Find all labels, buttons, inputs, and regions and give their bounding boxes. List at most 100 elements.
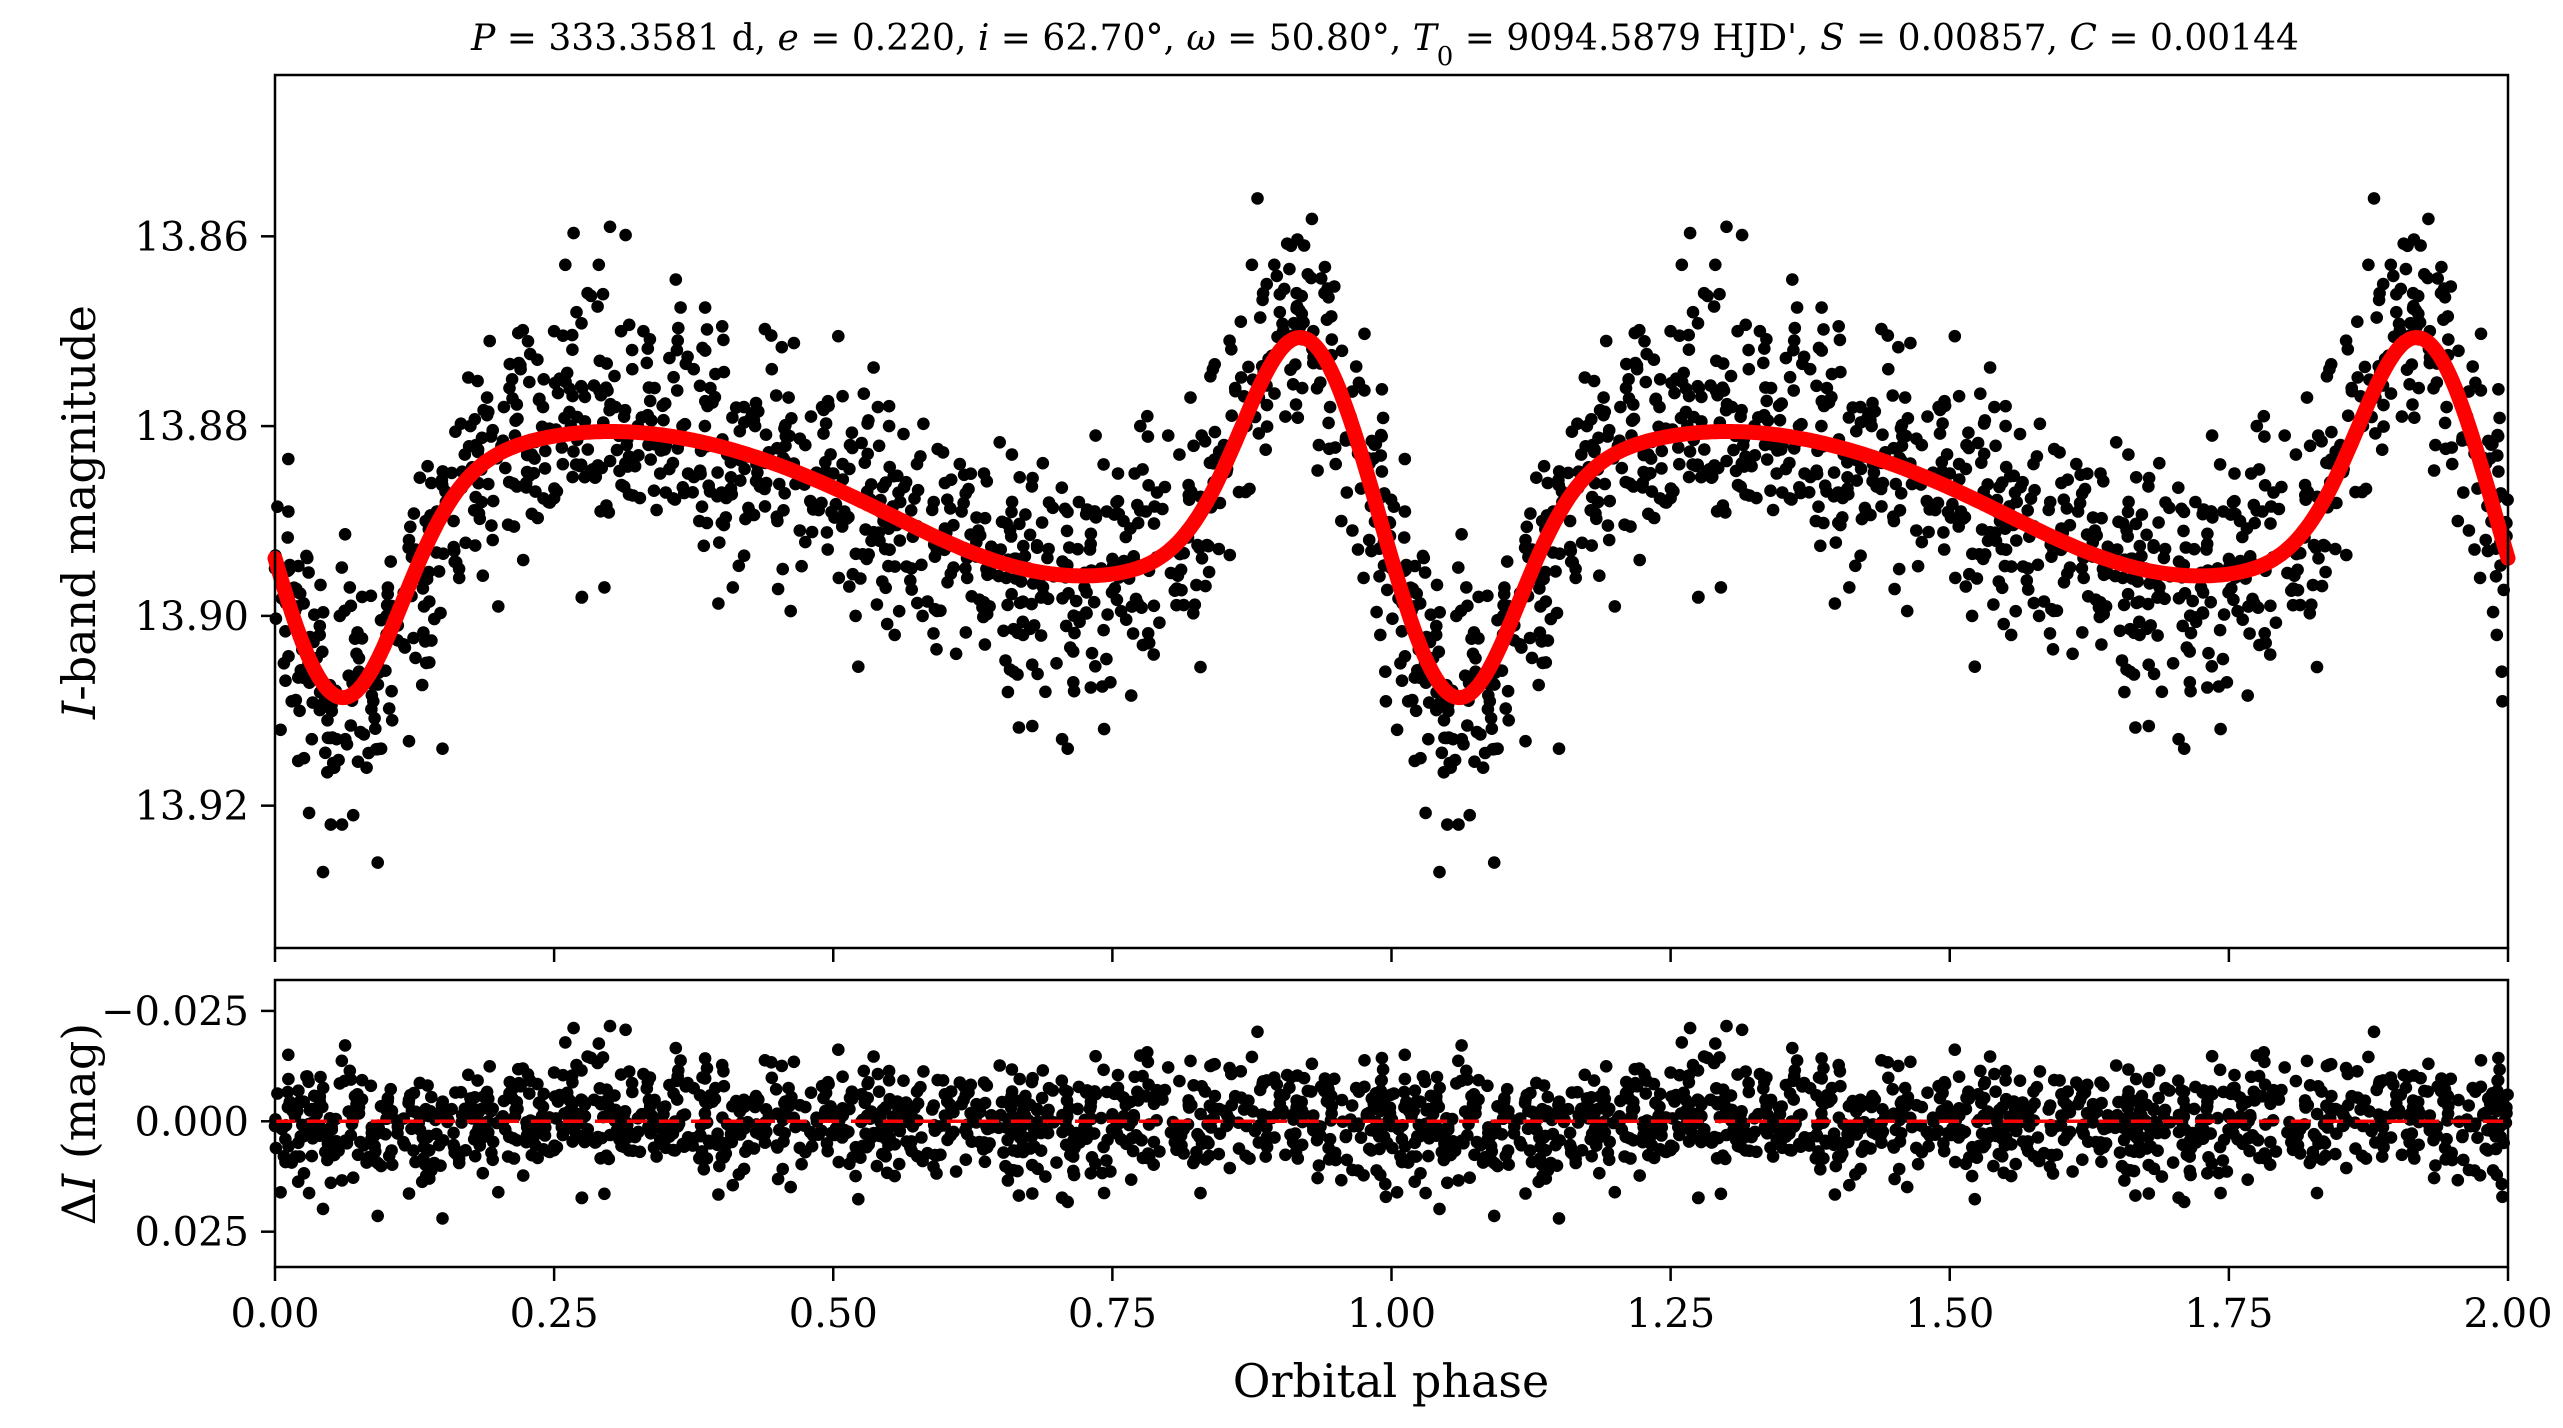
residual-point (1100, 1154, 1113, 1167)
residual-point (2496, 1190, 2509, 1204)
data-point (759, 428, 773, 442)
data-point (282, 505, 295, 518)
data-point (1692, 381, 1706, 395)
data-point (980, 475, 994, 488)
residual-point (2452, 1093, 2465, 1107)
residual-point (1593, 1166, 1606, 1180)
residual-point (2370, 1083, 2383, 1097)
residual-point (1066, 1150, 1080, 1163)
data-point (1148, 500, 1161, 513)
residual-point (618, 1105, 632, 1118)
data-point (2004, 628, 2018, 642)
data-point (2411, 289, 2425, 303)
data-point (601, 384, 614, 397)
data-point (1566, 555, 1579, 569)
residual-point (805, 1139, 819, 1153)
residual-point (793, 1098, 807, 1112)
data-point (1585, 490, 1599, 504)
data-point (1682, 328, 1695, 342)
residual-point (1312, 1159, 1326, 1172)
residual-point (897, 1074, 910, 1087)
residual-point (1005, 1063, 1019, 1076)
data-point (1922, 525, 1935, 539)
data-point (1644, 466, 1657, 480)
data-point (603, 454, 617, 468)
data-point (1691, 317, 1705, 330)
data-point (2451, 514, 2465, 528)
data-point (686, 486, 699, 499)
data-point (1080, 586, 1093, 599)
data-point (2495, 665, 2509, 678)
data-point (921, 595, 934, 608)
data-point (2077, 571, 2090, 585)
data-point (1164, 566, 1178, 580)
residual-point (422, 1109, 436, 1123)
residual-point (2056, 1110, 2070, 1124)
residual-point (1937, 1137, 1950, 1150)
data-point (2184, 626, 2198, 640)
residual-point (338, 1039, 352, 1052)
data-point (703, 485, 717, 498)
data-point (2264, 517, 2277, 530)
data-point (1937, 543, 1951, 556)
residual-point (384, 1082, 398, 1096)
residual-point (1790, 1054, 1804, 1067)
data-point (316, 865, 330, 879)
residual-point (454, 1085, 468, 1099)
data-point (415, 678, 429, 692)
data-point (1430, 578, 1444, 592)
data-point (1311, 464, 1324, 477)
residual-point (663, 1078, 676, 1092)
data-point (1491, 613, 1504, 627)
residual-point (1026, 1187, 1039, 1200)
data-point (486, 533, 500, 547)
data-point (1827, 466, 1841, 479)
residual-point (1817, 1062, 1830, 1075)
data-point (1173, 448, 1186, 461)
residual-point (1989, 1085, 2002, 1098)
data-point (1100, 652, 1113, 666)
data-point (1013, 517, 1026, 531)
data-point (2370, 311, 2383, 324)
residual-point (1374, 1084, 1388, 1098)
residual-point (703, 1137, 717, 1150)
residual-point (282, 1048, 295, 1062)
data-point (1141, 430, 1155, 443)
data-point (2066, 647, 2079, 661)
residual-point (944, 1085, 958, 1098)
data-point (2060, 502, 2074, 515)
data-point (640, 356, 654, 370)
residual-point (1587, 1074, 1601, 1087)
residual-point (2399, 1081, 2413, 1094)
residual-point (1287, 1113, 1300, 1126)
data-point (1523, 631, 1537, 645)
data-point (1645, 485, 1659, 498)
residual-point (482, 1126, 495, 1139)
residual-point (329, 1112, 343, 1126)
data-point (2462, 524, 2476, 537)
data-point (1435, 746, 1449, 760)
data-point (1549, 565, 1562, 578)
data-point (610, 443, 624, 457)
data-point (566, 470, 579, 484)
residual-point (1893, 1135, 1907, 1148)
data-point (2289, 448, 2303, 461)
residual-point (279, 1155, 292, 1169)
residual-point (641, 1106, 654, 1120)
data-point (404, 520, 417, 534)
data-point (338, 528, 352, 541)
residual-point (846, 1151, 860, 1164)
residual-point (864, 1112, 877, 1125)
residual-point (836, 1070, 849, 1083)
residual-point (1552, 1212, 1566, 1225)
residual-point (776, 1162, 789, 1176)
data-point (995, 515, 1009, 529)
data-point (538, 462, 552, 475)
data-point (1291, 411, 1305, 425)
data-point (1096, 680, 1109, 693)
residual-point (2133, 1104, 2147, 1117)
data-point (2473, 571, 2487, 585)
data-point (2300, 391, 2314, 404)
data-point (828, 511, 841, 524)
data-point (417, 600, 431, 613)
